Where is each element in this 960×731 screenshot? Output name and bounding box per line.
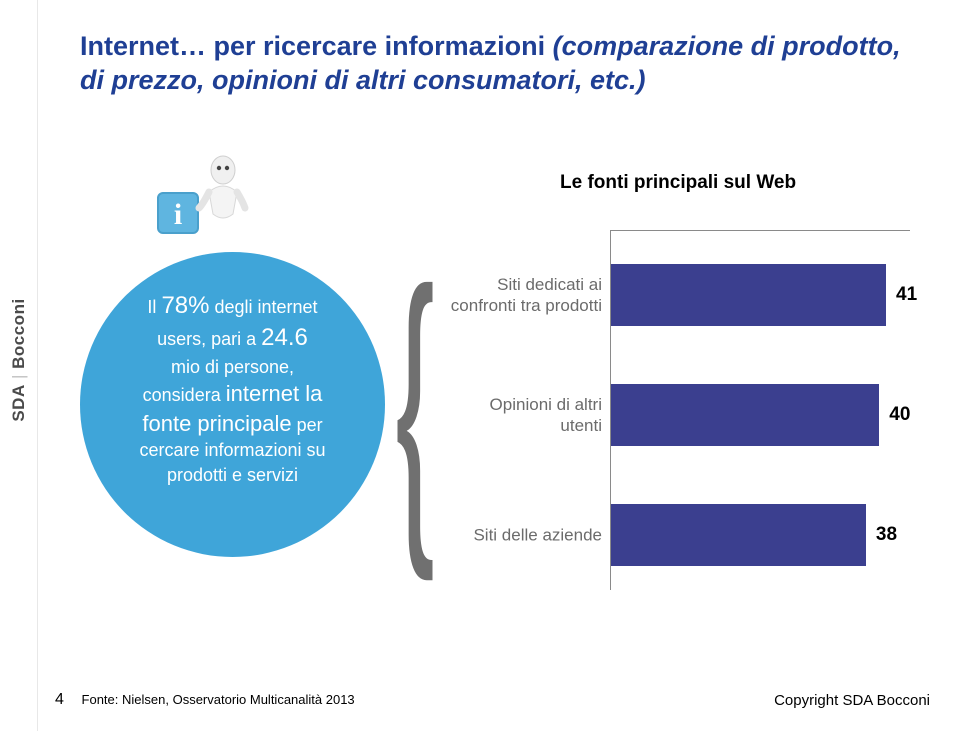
page-number: 4 — [55, 691, 64, 708]
bar — [611, 384, 879, 446]
brand-sidebar: SDA | Bocconi — [0, 0, 38, 731]
bar-row: Opinioni di altri utenti 40 — [450, 380, 920, 450]
bar — [611, 264, 886, 326]
bar-label: Siti delle aziende — [450, 524, 602, 545]
stat-number: 24.6 — [261, 324, 308, 351]
stat-circle: Il 78% degli internet users, pari a 24.6… — [80, 252, 385, 557]
stat-percent: 78% — [161, 292, 209, 319]
brace-icon: { — [398, 141, 433, 669]
bar-value: 40 — [889, 404, 910, 426]
figure-area: i Il 78% degli internet users, pari a 24… — [80, 170, 925, 610]
source-text: Fonte: Nielsen, Osservatorio Multicanali… — [82, 692, 355, 707]
bar-row: Siti delle aziende 38 — [450, 500, 920, 570]
info-icon: i — [157, 192, 199, 234]
bar-label: Opinioni di altri utenti — [450, 394, 602, 437]
bar-row: Siti dedicati ai confronti tra prodotti … — [450, 260, 920, 330]
brand-text: SDA | Bocconi — [9, 298, 29, 421]
title-ellipsis: … — [179, 31, 206, 61]
brand-a: SDA — [9, 384, 28, 421]
chart-title: Le fonti principali sul Web — [560, 172, 796, 194]
bar-label: Siti dedicati ai confronti tra prodotti — [450, 274, 602, 317]
slide-title: Internet… per ricercare informazioni (co… — [80, 30, 920, 98]
bar-value: 38 — [876, 524, 897, 546]
bar-chart: Siti dedicati ai confronti tra prodotti … — [450, 230, 920, 590]
x-axis-top — [610, 230, 910, 231]
info-figure: i — [125, 152, 215, 242]
bar-value: 41 — [896, 284, 917, 306]
brand-b: Bocconi — [9, 298, 28, 369]
copyright-text: Copyright SDA Bocconi — [774, 692, 930, 709]
title-strong: Internet — [80, 31, 179, 61]
stickman-icon — [195, 152, 251, 232]
footer-left: 4 Fonte: Nielsen, Osservatorio Multicana… — [55, 691, 355, 709]
bar — [611, 504, 866, 566]
footer: 4 Fonte: Nielsen, Osservatorio Multicana… — [55, 691, 930, 709]
title-rest: per ricercare informazioni — [206, 31, 553, 61]
